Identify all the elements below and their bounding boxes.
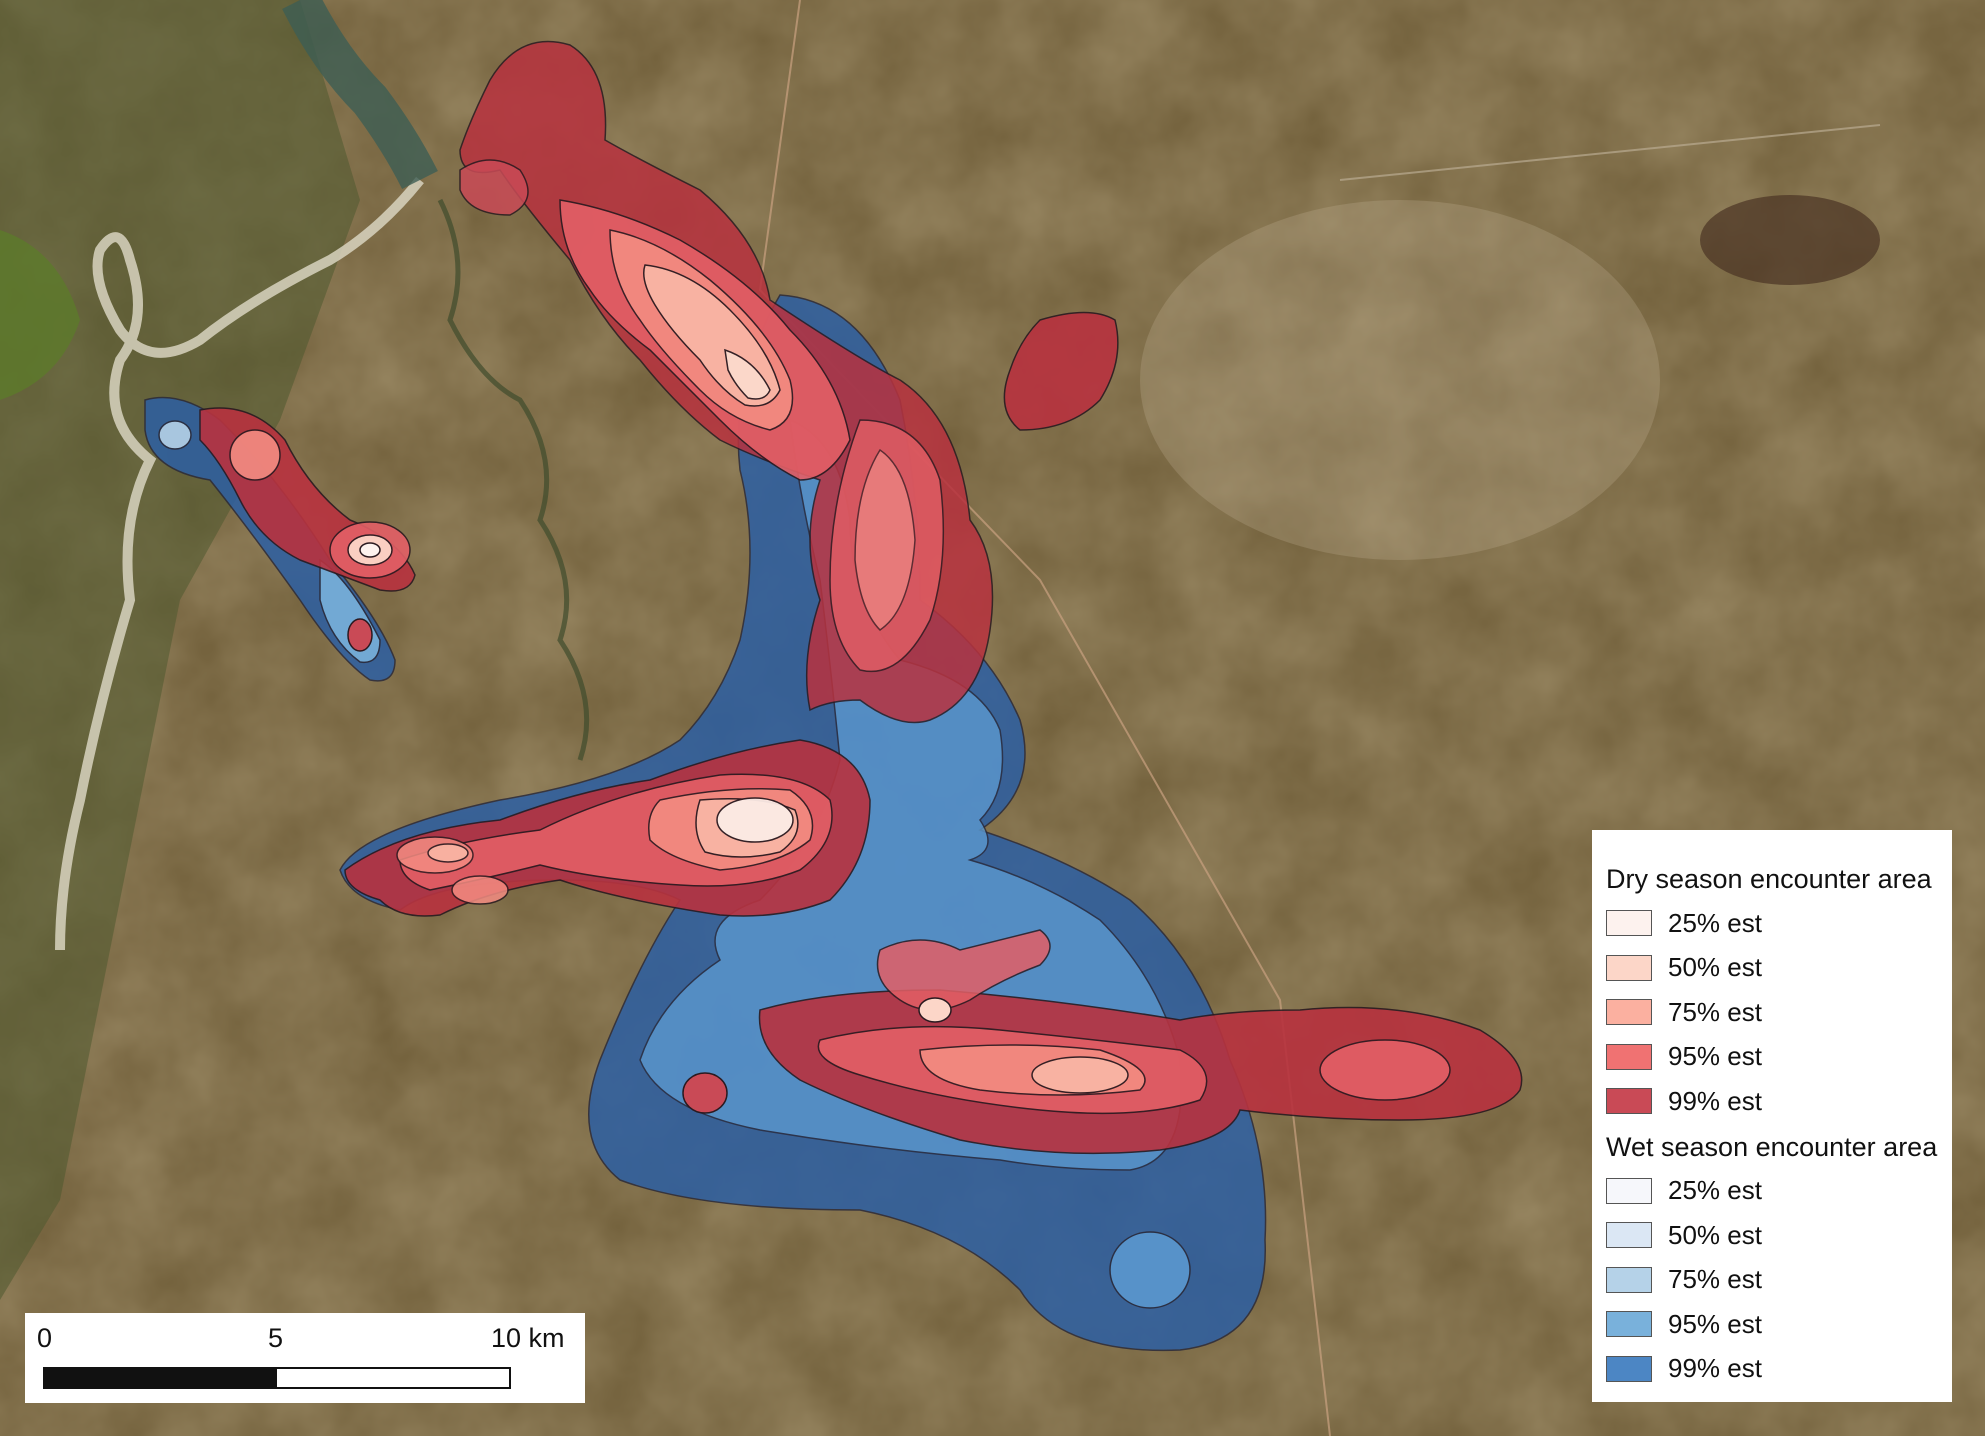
legend-swatch: [1606, 1222, 1652, 1249]
wet-75-west: [158, 420, 192, 450]
dry-75-west-lobe2: [451, 875, 509, 905]
floodplain-west: [0, 0, 360, 1300]
legend-label: 99% est: [1668, 1353, 1762, 1384]
wet-95-south: [1109, 1231, 1191, 1309]
legend-swatch: [1606, 1177, 1652, 1204]
legend-swatch: [1606, 1311, 1652, 1338]
legend-wet-95: 95% est: [1606, 1302, 1952, 1347]
legend: Dry season encounter area 25% est 50% es…: [1592, 830, 1952, 1402]
legend-label: 75% est: [1668, 1264, 1762, 1295]
dry-50-se-arm: [918, 997, 952, 1023]
dry-95-se-east: [1319, 1039, 1451, 1101]
legend-wet-99: 99% est: [1606, 1347, 1952, 1392]
legend-swatch: [1606, 1088, 1652, 1115]
dry-25-central: [716, 797, 794, 843]
haze-cloud: [1140, 200, 1660, 560]
legend-label: 75% est: [1668, 996, 1762, 1027]
dry-25-nw-ring: [359, 542, 381, 558]
legend-swatch: [1606, 1266, 1652, 1293]
legend-label: 50% est: [1668, 1219, 1762, 1250]
legend-swatch: [1606, 910, 1652, 937]
track-road: [758, 0, 1331, 1436]
legend-dry-25: 25% est: [1606, 901, 1952, 946]
dry-75-tongue: [854, 448, 916, 631]
legend-label: 99% est: [1668, 1085, 1762, 1116]
river-main: [55, 176, 424, 951]
scale-bar: 0 5 10 km: [25, 1313, 585, 1403]
legend-wet-50: 50% est: [1606, 1213, 1952, 1258]
creek-central: [437, 198, 590, 761]
dry-season-areas: [199, 40, 1523, 1155]
scale-tick-10: 10 km: [491, 1323, 565, 1353]
legend-dry-50: 50% est: [1606, 946, 1952, 991]
legend-swatch: [1606, 954, 1652, 981]
legend-label: 95% est: [1668, 1041, 1762, 1072]
dry-25-north: [724, 348, 771, 400]
dry-50-se: [1031, 1056, 1129, 1094]
legend-dry-99: 99% est: [1606, 1079, 1952, 1124]
legend-dry-75: 75% est: [1606, 990, 1952, 1035]
scale-bar-filled-segment: [45, 1369, 277, 1387]
scale-tick-0: 0: [37, 1323, 53, 1353]
dry-99-west-dot: [347, 618, 373, 652]
dry-99-south-dot: [682, 1072, 728, 1114]
river-estuary: [282, 0, 438, 190]
legend-dry-95: 95% est: [1606, 1035, 1952, 1080]
dry-75-nw: [229, 429, 281, 481]
dry-99-nw-small: [459, 159, 529, 216]
track-east: [1339, 124, 1881, 181]
dry-50-west-lobe: [427, 843, 469, 863]
legend-wet-title: Wet season encounter area: [1606, 1131, 1938, 1162]
legend-swatch: [1606, 999, 1652, 1026]
dry-99-ne-patch: [1003, 311, 1119, 431]
legend-dry-title: Dry season encounter area: [1606, 864, 1932, 894]
wetland-northeast: [1700, 195, 1880, 285]
scale-bar-graphic: [43, 1367, 511, 1389]
legend-wet-75: 75% est: [1606, 1258, 1952, 1303]
legend-label: 95% est: [1668, 1308, 1762, 1339]
legend-label: 25% est: [1668, 907, 1762, 938]
dry-95-se-arm: [876, 929, 1051, 1011]
legend-swatch: [1606, 1355, 1652, 1382]
scale-tick-5: 5: [268, 1323, 284, 1353]
legend-label: 50% est: [1668, 952, 1762, 983]
legend-swatch: [1606, 1043, 1652, 1070]
legend-label: 25% est: [1668, 1175, 1762, 1206]
wetland-green: [0, 230, 80, 400]
legend-wet-25: 25% est: [1606, 1169, 1952, 1214]
